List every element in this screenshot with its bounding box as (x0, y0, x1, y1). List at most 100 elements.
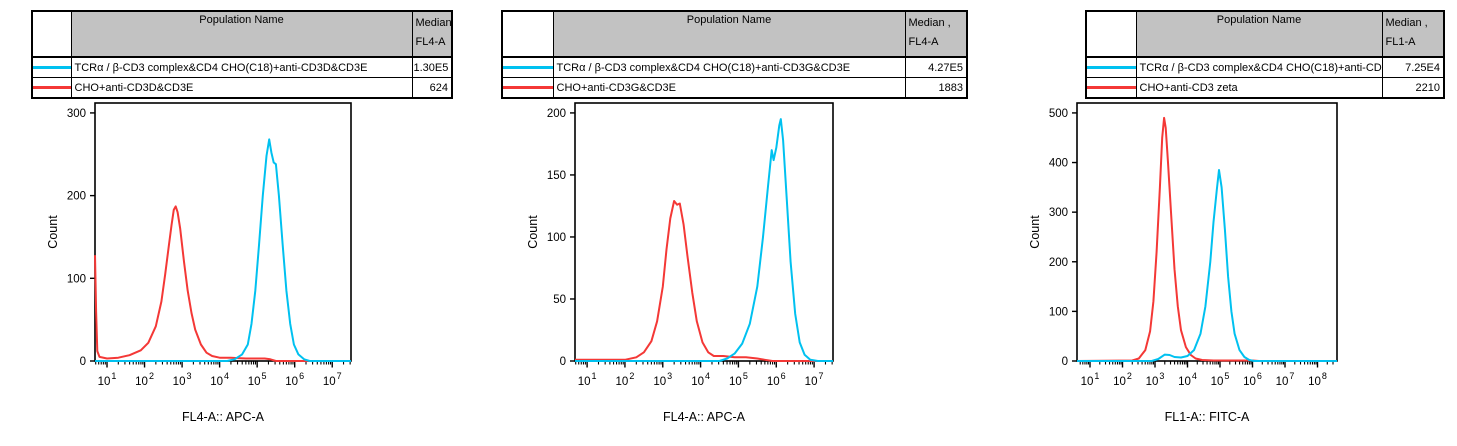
median-value: 624 (411, 77, 453, 99)
median-header: Median , FL1-A (1381, 10, 1445, 58)
median-header-line2: FL4-A (415, 36, 446, 48)
y-tick-label: 100 (1049, 306, 1068, 318)
x-tick-label: 108 (1308, 371, 1327, 388)
median-value: 4.27E5 (904, 56, 968, 78)
median-value: 7.25E4 (1381, 56, 1445, 78)
median-value: 2210 (1381, 77, 1445, 99)
median-value: 1883 (904, 77, 968, 99)
x-tick-label: 103 (1146, 371, 1165, 388)
y-tick-label: 0 (1062, 356, 1068, 368)
x-tick-label: 102 (616, 371, 635, 388)
swatch-column-header (31, 10, 72, 58)
y-axis-title: Count (46, 215, 60, 249)
x-tick-label: 102 (135, 371, 154, 388)
cyan-histogram-curve (95, 138, 351, 362)
population-name: TCRα / β-CD3 complex&CD4 CHO(C18)+anti-C… (70, 56, 413, 78)
red-line-swatch (1087, 86, 1135, 89)
x-tick-label: 105 (248, 371, 267, 388)
population-table-3: Population Name Median , FL1-A TCRα / β-… (1085, 10, 1445, 99)
population-name-header: Population Name (552, 10, 906, 58)
x-tick-label: 105 (1211, 371, 1230, 388)
cyan-line-swatch (503, 66, 552, 69)
population-name: CHO+anti-CD3 zeta (1135, 77, 1383, 99)
plot-border (574, 102, 834, 362)
median-header-line1: Median , (415, 17, 452, 29)
y-tick-label: 200 (1049, 257, 1068, 269)
population-table-1: Population Name Median , FL4-A TCRα / β-… (31, 10, 453, 99)
x-tick-label: 104 (691, 371, 710, 388)
y-tick-label: 300 (1049, 207, 1068, 219)
table-row: CHO+anti-CD3G&CD3E 1883 (501, 77, 968, 99)
plot-border (94, 102, 352, 362)
table-row: CHO+anti-CD3D&CD3E 624 (31, 77, 453, 99)
y-tick-label: 100 (67, 273, 86, 285)
x-axis-title: FL4-A:: APC-A (663, 410, 746, 424)
cyan-histogram-curve (575, 118, 833, 362)
table-row: TCRα / β-CD3 complex&CD4 CHO(C18)+anti-C… (31, 56, 453, 78)
median-header-line1: Median , (908, 17, 951, 29)
y-tick-label: 400 (1049, 158, 1068, 170)
median-value: 1.30E5 (411, 56, 453, 78)
swatch-column-header (1085, 10, 1137, 58)
table-row: TCRα / β-CD3 complex&CD4 CHO(C18)+anti-C… (501, 56, 968, 78)
x-tick-label: 101 (578, 371, 597, 388)
population-name-header: Population Name (70, 10, 413, 58)
table-header-row: Population Name Median , FL4-A (31, 10, 453, 58)
population-name: CHO+anti-CD3G&CD3E (552, 77, 906, 99)
red-line-swatch (33, 86, 70, 89)
cyan-line-swatch (33, 66, 70, 69)
population-name: TCRα / β-CD3 complex&CD4 CHO(C18)+anti-C… (1135, 56, 1383, 78)
y-tick-label: 50 (553, 294, 566, 306)
x-tick-label: 106 (767, 371, 786, 388)
x-tick-label: 107 (1276, 371, 1295, 388)
median-header-line2: FL1-A (1385, 36, 1416, 48)
y-tick-label: 0 (560, 356, 566, 368)
y-tick-label: 200 (547, 108, 566, 120)
y-tick-label: 200 (67, 191, 86, 203)
y-tick-label: 500 (1049, 108, 1068, 120)
population-name: CHO+anti-CD3D&CD3E (70, 77, 413, 99)
y-tick-label: 0 (80, 356, 86, 368)
population-name: TCRα / β-CD3 complex&CD4 CHO(C18)+anti-C… (552, 56, 906, 78)
median-header: Median , FL4-A (411, 10, 453, 58)
x-axis-title: FL1-A:: FITC-A (1165, 410, 1250, 424)
x-tick-label: 107 (323, 371, 342, 388)
red-histogram-curve (1076, 116, 1337, 362)
x-tick-label: 106 (1243, 371, 1262, 388)
x-tick-label: 103 (653, 371, 672, 388)
cyan-line-swatch (1087, 66, 1135, 69)
x-tick-label: 107 (805, 371, 824, 388)
plot-border (1076, 102, 1338, 362)
red-histogram-curve (575, 200, 833, 362)
y-tick-label: 100 (547, 232, 566, 244)
x-tick-label: 104 (210, 371, 229, 388)
table-row: CHO+anti-CD3 zeta 2210 (1085, 77, 1445, 99)
table-row: TCRα / β-CD3 complex&CD4 CHO(C18)+anti-C… (1085, 56, 1445, 78)
table-header-row: Population Name Median , FL4-A (501, 10, 968, 58)
x-tick-label: 102 (1113, 371, 1132, 388)
table-header-row: Population Name Median , FL1-A (1085, 10, 1445, 58)
red-histogram-curve (94, 205, 351, 362)
y-axis-title: Count (1028, 215, 1042, 249)
red-line-swatch (503, 86, 552, 89)
population-table-2: Population Name Median , FL4-A TCRα / β-… (501, 10, 968, 99)
median-header-line1: Median , (1385, 17, 1428, 29)
median-header: Median , FL4-A (904, 10, 968, 58)
y-tick-label: 300 (67, 108, 86, 120)
cyan-histogram-curve (1077, 169, 1337, 362)
x-tick-label: 101 (98, 371, 117, 388)
x-tick-label: 105 (729, 371, 748, 388)
histogram-chart-3: 0 100 200 300 400 500 101 102 103 104 105 106 107 108… (1028, 102, 1338, 424)
x-tick-label: 106 (285, 371, 304, 388)
x-axis-title: FL4-A:: APC-A (182, 410, 265, 424)
swatch-column-header (501, 10, 554, 58)
population-name-header: Population Name (1135, 10, 1383, 58)
x-tick-label: 101 (1081, 371, 1100, 388)
x-tick-label: 103 (173, 371, 192, 388)
y-tick-label: 150 (547, 170, 566, 182)
y-axis-title: Count (526, 215, 540, 249)
median-header-line2: FL4-A (908, 36, 939, 48)
